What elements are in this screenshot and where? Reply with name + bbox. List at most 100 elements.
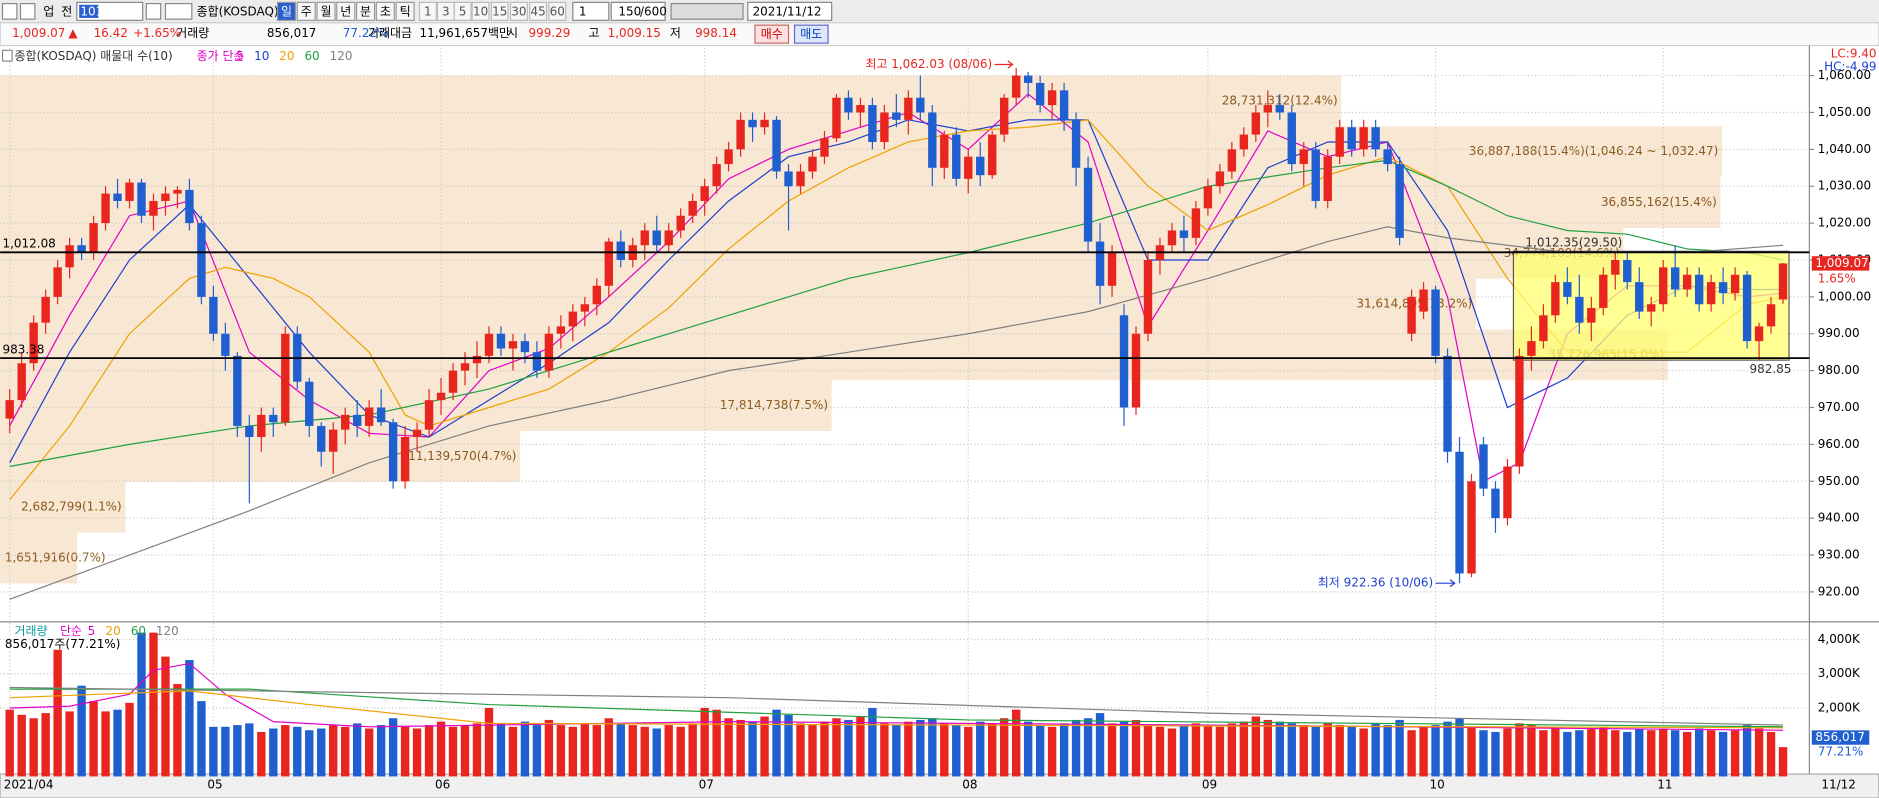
volume-bar: [952, 725, 961, 777]
count-text[interactable]: 1: [579, 4, 587, 18]
period-tab-label[interactable]: 틱: [400, 4, 411, 18]
minute-tab[interactable]: [490, 1, 509, 21]
period-tab[interactable]: [336, 1, 356, 21]
volume-bar: [508, 726, 518, 777]
period-tab-label[interactable]: 초: [380, 4, 391, 18]
minute-tab[interactable]: [418, 1, 437, 21]
candle-body: [904, 97, 913, 120]
minute-tab[interactable]: [509, 1, 528, 21]
period-tab-label[interactable]: 년: [340, 4, 351, 18]
minute-tab-label[interactable]: 5: [459, 4, 467, 18]
minute-tab-label[interactable]: 3: [442, 4, 450, 18]
volume-bar: [856, 716, 865, 777]
candle-body: [185, 189, 194, 224]
legend-icon: [1, 49, 13, 62]
candle-body: [1682, 274, 1692, 290]
candle-body: [724, 149, 733, 165]
candle-body: [484, 333, 494, 356]
candle-body: [41, 296, 50, 323]
period-tab-label[interactable]: 분: [360, 4, 371, 18]
high: 1,009.15: [608, 26, 661, 40]
candle-body: [1395, 164, 1404, 238]
candle-body: [101, 193, 110, 224]
search-icon[interactable]: [145, 2, 162, 20]
volume-bar: [904, 721, 913, 777]
button-label[interactable]: 전: [61, 4, 72, 18]
period-tab[interactable]: [276, 1, 297, 21]
candle-body: [868, 105, 877, 142]
code-text[interactable]: 101: [80, 4, 103, 18]
volume-bar: [1539, 730, 1548, 777]
minute-tab[interactable]: [471, 1, 490, 21]
sell-button[interactable]: [793, 24, 829, 44]
volume-bar: [1491, 731, 1500, 777]
minute-tab[interactable]: [529, 1, 548, 21]
candle-body: [1718, 282, 1728, 294]
icon[interactable]: [1, 2, 18, 20]
volume-bar: [892, 725, 901, 777]
candle-body: [209, 296, 218, 334]
minute-tab[interactable]: [453, 1, 472, 21]
period-tab[interactable]: [296, 1, 316, 21]
period-tab[interactable]: [316, 1, 336, 21]
period-tab[interactable]: [375, 1, 395, 21]
candle-body: [1694, 274, 1704, 305]
candle-body: [652, 230, 661, 246]
volume-bar: [448, 726, 458, 777]
high-marker-arrow: [994, 60, 1014, 69]
date-text[interactable]: 2021/11/12: [753, 4, 822, 18]
high-label: 고: [588, 26, 599, 40]
minute-tab-label[interactable]: 45: [530, 4, 545, 18]
view-count[interactable]: 150: [618, 4, 641, 18]
volume-bar: [1479, 730, 1488, 777]
change-pct: +1.65%: [133, 26, 181, 40]
buy-label[interactable]: 매수: [761, 27, 783, 41]
y-tick-label: 1,040.00: [1818, 142, 1871, 156]
candle-body: [1575, 296, 1584, 323]
volume-bar: [1515, 723, 1524, 777]
date-box[interactable]: [747, 1, 833, 21]
minute-tab-label[interactable]: 10: [473, 4, 488, 18]
y-tick-label: 950.00: [1818, 474, 1860, 488]
sound-icon[interactable]: [164, 2, 193, 20]
volume-bar: [988, 723, 997, 777]
minute-tab-label[interactable]: 30: [511, 4, 526, 18]
volume-bar: [928, 718, 937, 777]
minute-tab-label[interactable]: 1: [424, 4, 432, 18]
candle-body: [113, 193, 122, 201]
candle-body: [424, 400, 434, 430]
sell-label[interactable]: 매도: [800, 27, 822, 41]
period-tab[interactable]: [395, 1, 415, 21]
tool-icons[interactable]: [670, 2, 744, 20]
volume-bar: [748, 721, 757, 777]
volume-profile-label: 17,814,738(7.5%): [720, 398, 828, 412]
minute-tab-label[interactable]: 60: [550, 4, 565, 18]
view-box[interactable]: [610, 1, 666, 21]
candle-body: [1347, 127, 1356, 150]
button-label[interactable]: 업: [43, 4, 54, 18]
period-tab[interactable]: [355, 1, 376, 21]
volume-bar: [664, 725, 673, 777]
volume-bar: [161, 656, 170, 777]
period-tab-label[interactable]: 주: [301, 4, 312, 18]
volume-bar: [1467, 726, 1476, 777]
volume-profile-label: 36,887,188(15.4%)(1,046.24 ~ 1,032.47): [1469, 144, 1718, 158]
period-tab-label[interactable]: 월: [321, 4, 332, 18]
volume-bar: [101, 711, 110, 777]
minute-tab-label[interactable]: 15: [492, 4, 507, 18]
icon[interactable]: [19, 2, 36, 20]
candle-body: [352, 414, 362, 426]
count-box[interactable]: [572, 1, 610, 21]
candle-body: [1563, 282, 1572, 297]
period-tab-label[interactable]: 일: [281, 4, 292, 18]
candle-body: [1515, 355, 1524, 467]
buy-button[interactable]: [754, 24, 790, 44]
support-label: 983.38: [3, 342, 45, 356]
minute-tab[interactable]: [548, 1, 567, 21]
y-tick-label: 970.00: [1818, 400, 1860, 414]
volume-bar: [197, 701, 206, 777]
volume-bar: [1299, 725, 1308, 777]
volume-bar: [1754, 728, 1764, 777]
volume-bar: [964, 726, 973, 777]
candle-body: [796, 171, 805, 187]
